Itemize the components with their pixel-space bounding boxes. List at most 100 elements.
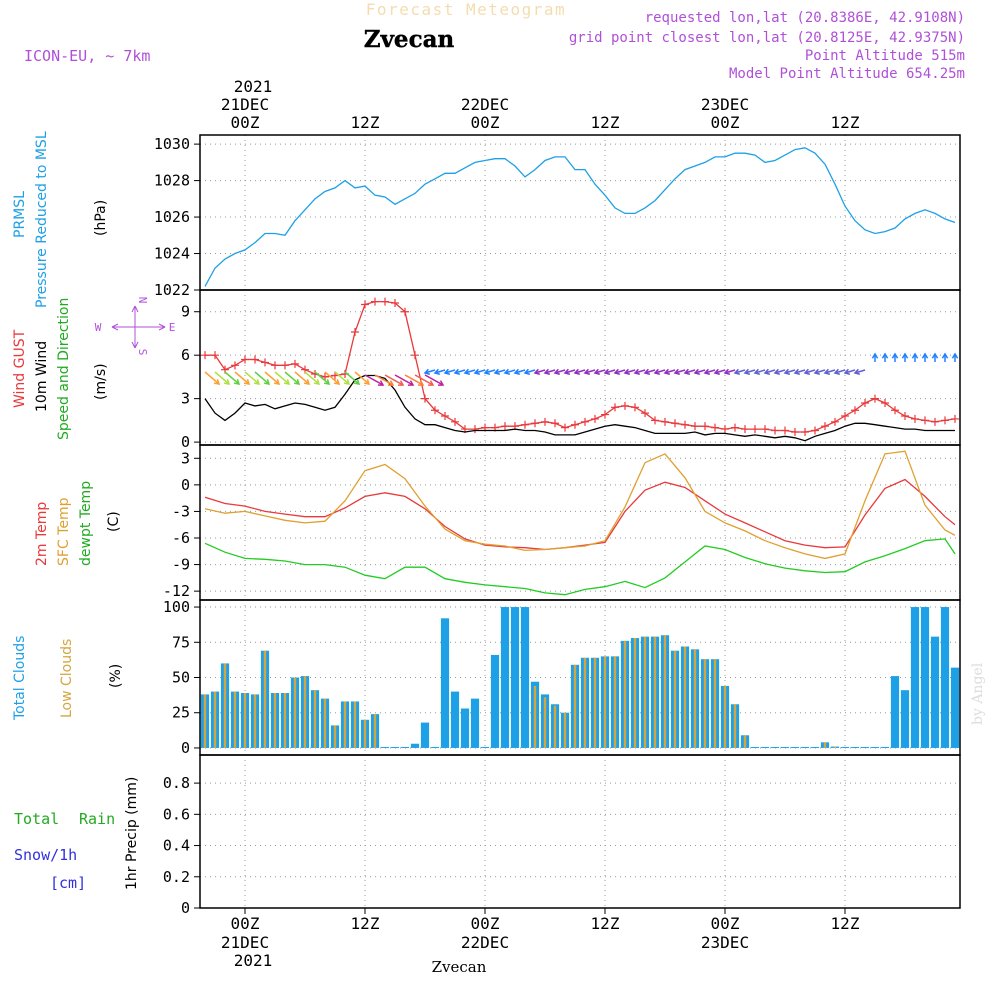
wind-arrow-head: [343, 379, 351, 385]
wind-arrow: [384, 374, 404, 386]
wind-arrow-head: [463, 368, 471, 375]
wind-arrow: [774, 369, 786, 374]
y-tick-label: -3: [172, 502, 190, 520]
gust-marker: [541, 417, 549, 426]
cloud-bar: [380, 746, 390, 748]
cloud-bar: [470, 698, 480, 748]
gust-marker: [591, 414, 599, 423]
low-cloud-bar: [643, 636, 647, 748]
cloud-bar: [910, 607, 920, 748]
location-title: Zvecan: [364, 26, 455, 53]
gust-marker: [721, 425, 729, 434]
wind-arrow-head: [213, 379, 221, 385]
wind-arrow: [704, 369, 716, 374]
cloud-bar: [790, 746, 800, 748]
wind-arrow: [394, 374, 414, 386]
grid-point-coords: grid point closest lon,lat (20.8125E, 42…: [569, 30, 965, 46]
wind-arrow: [254, 371, 270, 385]
wind-arrow: [314, 371, 330, 385]
low-cloud-bar: [583, 657, 587, 748]
cloud-bar: [400, 746, 410, 748]
wind-arrow-head: [503, 368, 511, 375]
wind-arrow-head: [433, 368, 441, 375]
low-cloud-bar: [533, 685, 537, 748]
cloud-bar: [390, 746, 400, 748]
y-tick-label: 6: [181, 346, 190, 364]
low-cloud-bar: [703, 659, 707, 748]
cloud-bar: [860, 746, 870, 748]
wind-arrow-head: [443, 368, 451, 375]
cloud-bar: [870, 746, 880, 748]
wind-arrow: [454, 369, 466, 374]
gust-marker: [281, 361, 289, 370]
wind-arrow-head: [803, 368, 811, 375]
wind-arrow-head: [423, 368, 431, 375]
wind-arrow-head: [733, 368, 741, 375]
y-tick-label: -12: [163, 582, 190, 600]
top-date-label: 22DEC: [461, 95, 509, 114]
model-label: ICON-EU, ~ 7km: [24, 47, 150, 65]
gust-marker: [621, 401, 629, 410]
footer-location: Zvecan: [432, 958, 487, 976]
precip-total-label: Total: [14, 810, 59, 828]
cloud-bar: [840, 746, 850, 748]
wind-arrow-head: [323, 379, 331, 385]
bottom-date-label: 21DEC: [221, 933, 269, 952]
wind-labels: Wind GUST 10m Wind Speed and Direction (…: [12, 297, 175, 440]
compass-e: E: [169, 321, 176, 334]
wind-arrow: [714, 369, 726, 374]
y-tick-label: 0.4: [163, 837, 190, 855]
wind-arrow-head: [563, 368, 571, 375]
wind-arrow-head: [283, 379, 291, 385]
low-cloud-bar: [293, 677, 297, 748]
cloud-bar: [940, 607, 950, 748]
wind-arrow: [544, 369, 556, 374]
wind-arrow: [524, 369, 536, 374]
y-tick-label: 0: [181, 476, 190, 494]
top-time-tick: 12Z: [351, 113, 380, 132]
gust-marker: [631, 403, 639, 412]
wind-arrow: [784, 369, 796, 374]
pressure-labels: PRMSL Pressure Reduced to MSL (hPa): [12, 131, 109, 308]
wind-arrow-head: [871, 352, 879, 359]
panel-pressure: 1022 1024 1026 1028 1030: [154, 134, 961, 299]
compass-n: N: [136, 297, 149, 304]
low-cloud-bar: [673, 650, 677, 748]
bottom-date-label: 23DEC: [701, 933, 749, 952]
low-cloud-bar: [823, 742, 827, 748]
low-cloud-bar: [343, 701, 347, 748]
low-cloud-bar: [243, 693, 247, 748]
y-tick-label: 0.6: [163, 805, 190, 823]
top-time-tick: 00Z: [471, 113, 500, 132]
low-cloud-bar: [263, 650, 267, 748]
top-date-label: 21DEC: [221, 95, 269, 114]
wind-arrow-head: [533, 368, 541, 375]
top-date-label: 23DEC: [701, 95, 749, 114]
wind-arrow-head: [513, 368, 521, 375]
low-cloud-bar: [833, 746, 837, 748]
precip-snow-label: Snow/1h: [14, 846, 77, 864]
cloud-bar: [890, 676, 900, 748]
wind-arrow-head: [223, 379, 231, 385]
wind-arrow-head: [951, 352, 959, 359]
bottom-date-label: 22DEC: [461, 933, 509, 952]
panel-frame: [199, 289, 961, 446]
gust-marker: [451, 417, 459, 426]
gust-marker: [321, 372, 329, 381]
gust-marker: [241, 355, 249, 364]
gust-marker: [551, 419, 559, 428]
wind-arrow: [654, 369, 666, 374]
gust-marker: [531, 419, 539, 428]
wind-arrow: [554, 369, 566, 374]
bottom-time-tick: 00Z: [231, 914, 260, 933]
bottom-time-axis: 00Z 12Z 00Z 12Z 00Z 12Z 21DEC 22DEC 23DEC: [221, 908, 860, 952]
low-cloud-bar: [313, 690, 317, 748]
y-tick-label: 3: [181, 390, 190, 408]
wind-arrow-head: [293, 379, 301, 385]
series-dewpt-temp: [204, 538, 956, 596]
y-tick-label: 1028: [154, 172, 190, 190]
wind-arrow: [794, 369, 806, 374]
cloud-bar: [750, 746, 760, 748]
gust-marker: [391, 299, 399, 308]
low-cloud-bar: [353, 701, 357, 748]
